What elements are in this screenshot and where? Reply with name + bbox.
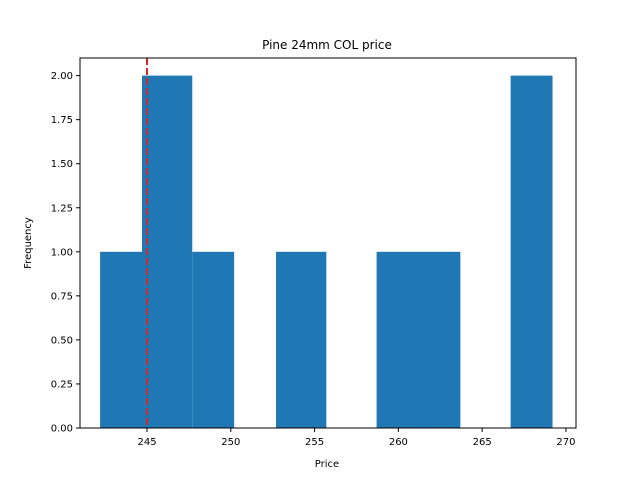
y-tick-label: 0.50 [51, 335, 73, 346]
x-axis-ticks: 245 250 255 260 265 270 [137, 428, 575, 448]
histogram-bar-2 [192, 251, 235, 428]
histogram-bar-1 [142, 75, 193, 428]
histogram-bar-6 [376, 251, 419, 428]
histogram-bar-0 [100, 251, 142, 428]
y-tick-label: 0.75 [51, 291, 73, 302]
histogram-bar-7 [418, 251, 461, 428]
x-tick-label: 260 [389, 437, 408, 448]
y-tick-label: 1.50 [51, 159, 73, 170]
y-tick-label: 0.00 [51, 424, 73, 435]
x-tick-label: 245 [137, 437, 156, 448]
y-axis-label: Frequency [23, 217, 34, 269]
plot-frame [79, 57, 577, 429]
y-axis-ticks: 0.00 0.25 0.50 0.75 1.00 1.25 1.50 1.75 2.00 [51, 71, 80, 435]
x-tick-label: 255 [305, 437, 324, 448]
x-tick-label: 270 [556, 437, 575, 448]
histogram-bar-9 [510, 75, 553, 428]
x-tick-label: 250 [221, 437, 240, 448]
chart-title: Pine 24mm COL price [262, 38, 392, 52]
y-tick-label: 2.00 [51, 71, 73, 82]
y-tick-label: 1.25 [51, 203, 73, 214]
y-tick-label: 0.25 [51, 379, 73, 390]
bars-group [100, 75, 553, 428]
x-axis-label: Price [315, 459, 339, 470]
x-tick-label: 265 [473, 437, 492, 448]
y-tick-label: 1.00 [51, 247, 73, 258]
y-tick-label: 1.75 [51, 115, 73, 126]
histogram-bar-4 [276, 251, 327, 428]
